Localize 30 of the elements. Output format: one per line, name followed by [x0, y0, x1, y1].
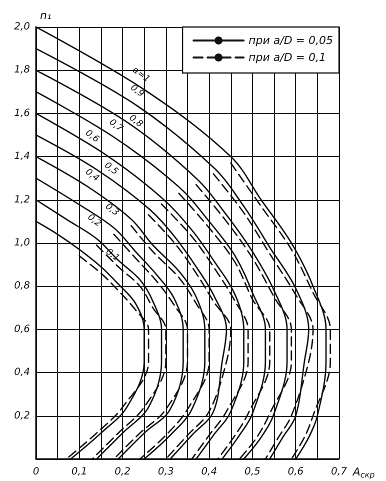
y-tick-label: 0,4: [14, 367, 30, 378]
x-tick-label: 0,3: [158, 466, 174, 478]
x-tick-label: 0: [32, 466, 40, 478]
annotation: 0,2: [85, 212, 104, 230]
annotation: 0,9: [128, 82, 146, 100]
x-tick-label: 0,5: [244, 466, 260, 478]
annotation: 0,3: [103, 202, 121, 219]
y-tick-label: 1,2: [14, 194, 30, 206]
y-tick-label: 1,6: [14, 108, 30, 119]
annotation: 0,8: [126, 113, 145, 130]
legend-label: при a/D = 0,1: [248, 51, 326, 64]
y-tick-label: 2,0: [14, 22, 30, 32]
y-tick-label: 1,4: [14, 151, 30, 162]
x-tick-label: 0,1: [71, 466, 88, 478]
y-tick-label: 0,2: [14, 410, 30, 422]
annotation: α=1: [130, 65, 152, 85]
x-tick-label: 0,7: [331, 466, 348, 478]
x-tick-label: 0,4: [201, 466, 218, 478]
y-tick-label: 0,8: [14, 280, 30, 292]
y-tick-label: 1,8: [14, 64, 30, 76]
annotation: 0,6: [83, 128, 101, 146]
y-tick-label: 0,6: [14, 324, 30, 335]
y-axis-title: n₁: [40, 9, 52, 22]
x-tick-label: 0,6: [288, 466, 304, 478]
legend-label: при a/D = 0,05: [248, 34, 334, 47]
annotation: 0,4: [83, 167, 101, 184]
x-tick-label: 0,2: [114, 466, 131, 478]
annotation: 0,7: [107, 118, 125, 134]
y-tick-label: 1,0: [14, 238, 30, 248]
annotation: 0,5: [102, 160, 120, 178]
